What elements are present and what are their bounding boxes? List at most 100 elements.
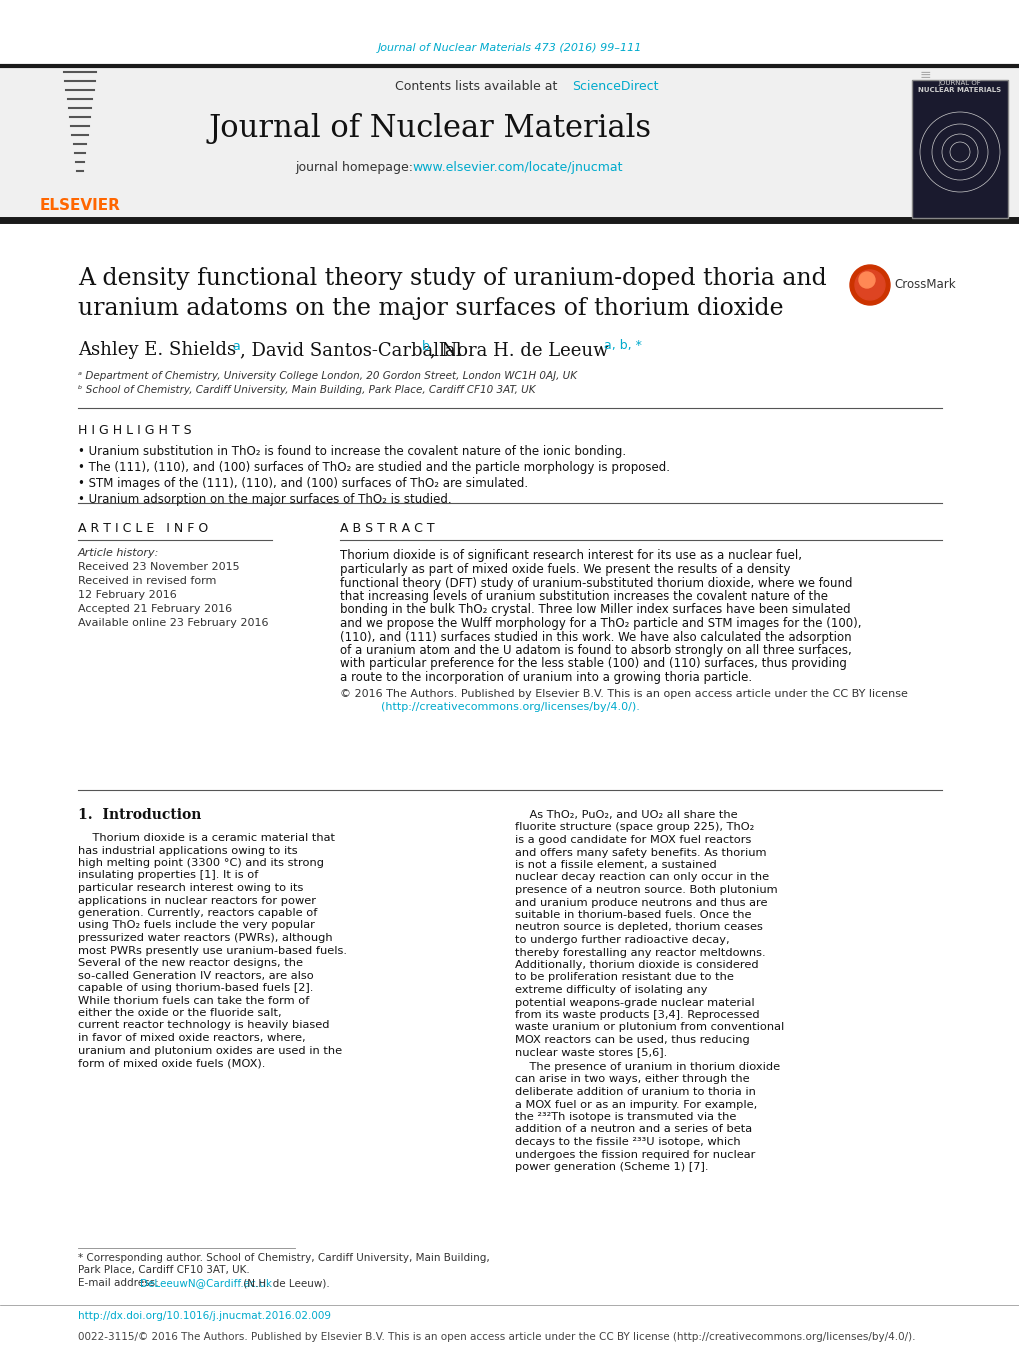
Text: Journal of Nuclear Materials: Journal of Nuclear Materials xyxy=(208,113,651,144)
Text: from its waste products [3,4]. Reprocessed: from its waste products [3,4]. Reprocess… xyxy=(515,1010,759,1021)
Bar xyxy=(0,68,1019,220)
Text: and we propose the Wulff morphology for a ThO₂ particle and STM images for the (: and we propose the Wulff morphology for … xyxy=(339,617,861,631)
Text: waste uranium or plutonium from conventional: waste uranium or plutonium from conventi… xyxy=(515,1022,784,1033)
Text: A B S T R A C T: A B S T R A C T xyxy=(339,522,434,534)
Text: ᵃ Department of Chemistry, University College London, 20 Gordon Street, London W: ᵃ Department of Chemistry, University Co… xyxy=(77,371,577,381)
Text: and uranium produce neutrons and thus are: and uranium produce neutrons and thus ar… xyxy=(515,897,766,908)
Text: • STM images of the (111), (110), and (100) surfaces of ThO₂ are simulated.: • STM images of the (111), (110), and (1… xyxy=(77,477,528,491)
Text: particular research interest owing to its: particular research interest owing to it… xyxy=(77,883,303,893)
Text: Article history:: Article history: xyxy=(77,548,159,559)
Text: has industrial applications owing to its: has industrial applications owing to its xyxy=(77,845,298,856)
Text: 0022-3115/© 2016 The Authors. Published by Elsevier B.V. This is an open access : 0022-3115/© 2016 The Authors. Published … xyxy=(77,1332,915,1341)
Text: in favor of mixed oxide reactors, where,: in favor of mixed oxide reactors, where, xyxy=(77,1033,306,1042)
Text: generation. Currently, reactors capable of: generation. Currently, reactors capable … xyxy=(77,908,317,917)
Text: is a good candidate for MOX fuel reactors: is a good candidate for MOX fuel reactor… xyxy=(515,834,751,845)
Text: high melting point (3300 °C) and its strong: high melting point (3300 °C) and its str… xyxy=(77,858,324,868)
Text: H I G H L I G H T S: H I G H L I G H T S xyxy=(77,424,192,436)
Text: Available online 23 February 2016: Available online 23 February 2016 xyxy=(77,618,268,628)
Text: www.elsevier.com/locate/jnucmat: www.elsevier.com/locate/jnucmat xyxy=(412,162,622,174)
Text: potential weapons-grade nuclear material: potential weapons-grade nuclear material xyxy=(515,998,754,1007)
Text: uranium adatoms on the major surfaces of thorium dioxide: uranium adatoms on the major surfaces of… xyxy=(77,296,783,319)
Text: 12 February 2016: 12 February 2016 xyxy=(77,590,176,601)
Text: • Uranium substitution in ThO₂ is found to increase the covalent nature of the i: • Uranium substitution in ThO₂ is found … xyxy=(77,446,626,458)
Text: ScienceDirect: ScienceDirect xyxy=(572,80,658,94)
Text: Park Place, Cardiff CF10 3AT, UK.: Park Place, Cardiff CF10 3AT, UK. xyxy=(77,1265,250,1275)
Text: to be proliferation resistant due to the: to be proliferation resistant due to the xyxy=(515,973,733,983)
Text: fluorite structure (space group 225), ThO₂: fluorite structure (space group 225), Th… xyxy=(515,822,753,833)
Text: While thorium fuels can take the form of: While thorium fuels can take the form of xyxy=(77,996,309,1006)
Text: so-called Generation IV reactors, are also: so-called Generation IV reactors, are al… xyxy=(77,970,314,980)
Text: neutron source is depleted, thorium ceases: neutron source is depleted, thorium ceas… xyxy=(515,923,762,932)
Text: Journal of Nuclear Materials 473 (2016) 99–111: Journal of Nuclear Materials 473 (2016) … xyxy=(377,43,642,53)
Text: Additionally, thorium dioxide is considered: Additionally, thorium dioxide is conside… xyxy=(515,959,758,970)
Text: 1.  Introduction: 1. Introduction xyxy=(77,809,201,822)
Text: undergoes the fission required for nuclear: undergoes the fission required for nucle… xyxy=(515,1150,755,1159)
Text: nuclear decay reaction can only occur in the: nuclear decay reaction can only occur in… xyxy=(515,872,768,882)
Text: http://dx.doi.org/10.1016/j.jnucmat.2016.02.009: http://dx.doi.org/10.1016/j.jnucmat.2016… xyxy=(77,1311,331,1321)
Text: Several of the new reactor designs, the: Several of the new reactor designs, the xyxy=(77,958,303,968)
Text: insulating properties [1]. It is of: insulating properties [1]. It is of xyxy=(77,871,258,881)
Text: NUCLEAR MATERIALS: NUCLEAR MATERIALS xyxy=(917,87,1001,92)
Text: pressurized water reactors (PWRs), although: pressurized water reactors (PWRs), altho… xyxy=(77,934,332,943)
Text: a: a xyxy=(231,340,239,352)
Text: presence of a neutron source. Both plutonium: presence of a neutron source. Both pluto… xyxy=(515,885,776,896)
Text: current reactor technology is heavily biased: current reactor technology is heavily bi… xyxy=(77,1021,329,1030)
Text: The presence of uranium in thorium dioxide: The presence of uranium in thorium dioxi… xyxy=(515,1061,780,1072)
Circle shape xyxy=(858,272,874,288)
Text: Received in revised form: Received in revised form xyxy=(77,576,216,586)
Text: MOX reactors can be used, thus reducing: MOX reactors can be used, thus reducing xyxy=(515,1036,749,1045)
Bar xyxy=(911,80,1007,217)
Text: © 2016 The Authors. Published by Elsevier B.V. This is an open access article un: © 2016 The Authors. Published by Elsevie… xyxy=(339,689,907,699)
Text: A R T I C L E   I N F O: A R T I C L E I N F O xyxy=(77,522,208,534)
Text: deliberate addition of uranium to thoria in: deliberate addition of uranium to thoria… xyxy=(515,1087,755,1097)
Text: Accepted 21 February 2016: Accepted 21 February 2016 xyxy=(77,603,232,614)
Text: uranium and plutonium oxides are used in the: uranium and plutonium oxides are used in… xyxy=(77,1045,341,1056)
Text: addition of a neutron and a series of beta: addition of a neutron and a series of be… xyxy=(515,1124,751,1135)
Text: E-mail address:: E-mail address: xyxy=(77,1277,162,1288)
Text: journal homepage:: journal homepage: xyxy=(294,162,417,174)
Text: JOURNAL OF: JOURNAL OF xyxy=(937,80,980,86)
Text: functional theory (DFT) study of uranium-substituted thorium dioxide, where we f: functional theory (DFT) study of uranium… xyxy=(339,576,852,590)
Text: , David Santos-Carballal: , David Santos-Carballal xyxy=(239,341,467,359)
Text: that increasing levels of uranium substitution increases the covalent nature of : that increasing levels of uranium substi… xyxy=(339,590,827,603)
Text: Contents lists available at: Contents lists available at xyxy=(394,80,560,94)
Text: thereby forestalling any reactor meltdowns.: thereby forestalling any reactor meltdow… xyxy=(515,947,765,958)
Text: to undergo further radioactive decay,: to undergo further radioactive decay, xyxy=(515,935,729,945)
Text: power generation (Scheme 1) [7].: power generation (Scheme 1) [7]. xyxy=(515,1162,708,1171)
Text: a route to the incorporation of uranium into a growing thoria particle.: a route to the incorporation of uranium … xyxy=(339,671,751,684)
Text: either the oxide or the fluoride salt,: either the oxide or the fluoride salt, xyxy=(77,1008,281,1018)
Text: • Uranium adsorption on the major surfaces of ThO₂ is studied.: • Uranium adsorption on the major surfac… xyxy=(77,493,451,507)
Text: the ²³²Th isotope is transmuted via the: the ²³²Th isotope is transmuted via the xyxy=(515,1112,736,1123)
Text: Ashley E. Shields: Ashley E. Shields xyxy=(77,341,242,359)
Text: Thorium dioxide is a ceramic material that: Thorium dioxide is a ceramic material th… xyxy=(77,833,334,843)
Circle shape xyxy=(854,270,884,300)
Text: (N.H. de Leeuw).: (N.H. de Leeuw). xyxy=(239,1277,329,1288)
Text: of a uranium atom and the U adatom is found to absorb strongly on all three surf: of a uranium atom and the U adatom is fo… xyxy=(339,644,851,656)
Text: using ThO₂ fuels include the very popular: using ThO₂ fuels include the very popula… xyxy=(77,920,315,931)
Text: a MOX fuel or as an impurity. For example,: a MOX fuel or as an impurity. For exampl… xyxy=(515,1099,756,1109)
Text: CrossMark: CrossMark xyxy=(893,279,955,291)
Text: Received 23 November 2015: Received 23 November 2015 xyxy=(77,563,239,572)
Text: (http://creativecommons.org/licenses/by/4.0/).: (http://creativecommons.org/licenses/by/… xyxy=(380,703,639,712)
Text: is not a fissile element, a sustained: is not a fissile element, a sustained xyxy=(515,860,716,870)
Text: (110), and (111) surfaces studied in this work. We have also calculated the adso: (110), and (111) surfaces studied in thi… xyxy=(339,631,851,644)
Text: bonding in the bulk ThO₂ crystal. Three low Miller index surfaces have been simu: bonding in the bulk ThO₂ crystal. Three … xyxy=(339,603,850,617)
Text: can arise in two ways, either through the: can arise in two ways, either through th… xyxy=(515,1075,749,1084)
Text: a, b, *: a, b, * xyxy=(603,340,641,352)
Text: with particular preference for the less stable (100) and (110) surfaces, thus pr: with particular preference for the less … xyxy=(339,658,846,670)
Text: applications in nuclear reactors for power: applications in nuclear reactors for pow… xyxy=(77,896,316,905)
Text: ELSEVIER: ELSEVIER xyxy=(40,197,120,212)
Text: A density functional theory study of uranium-doped thoria and: A density functional theory study of ura… xyxy=(77,266,826,289)
Text: As ThO₂, PuO₂, and UO₂ all share the: As ThO₂, PuO₂, and UO₂ all share the xyxy=(515,810,737,819)
Text: and offers many safety benefits. As thorium: and offers many safety benefits. As thor… xyxy=(515,848,765,858)
Text: nuclear waste stores [5,6].: nuclear waste stores [5,6]. xyxy=(515,1048,666,1057)
Text: suitable in thorium-based fuels. Once the: suitable in thorium-based fuels. Once th… xyxy=(515,911,751,920)
Text: ᵇ School of Chemistry, Cardiff University, Main Building, Park Place, Cardiff CF: ᵇ School of Chemistry, Cardiff Universit… xyxy=(77,385,535,395)
Text: ≡: ≡ xyxy=(918,68,930,82)
Text: extreme difficulty of isolating any: extreme difficulty of isolating any xyxy=(515,985,707,995)
Text: DeLeeuwN@Cardiff.ac.uk: DeLeeuwN@Cardiff.ac.uk xyxy=(140,1277,272,1288)
Text: * Corresponding author. School of Chemistry, Cardiff University, Main Building,: * Corresponding author. School of Chemis… xyxy=(77,1253,489,1263)
Text: b: b xyxy=(422,340,429,352)
Text: , Nora H. de Leeuw: , Nora H. de Leeuw xyxy=(430,341,613,359)
Circle shape xyxy=(849,265,890,304)
